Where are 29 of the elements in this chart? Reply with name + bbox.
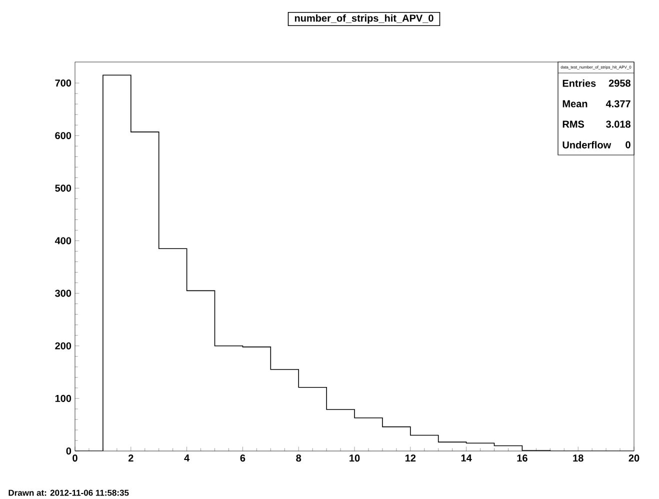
x-tick-label: 2 — [128, 454, 134, 462]
y-tick-label: 500 — [55, 184, 72, 192]
y-tick-label: 600 — [55, 132, 72, 140]
annotation: Underflow — [562, 141, 612, 148]
x-tick-label: 20 — [628, 454, 640, 462]
y-tick-label: 0 — [66, 447, 72, 455]
y-tick-label: 200 — [55, 342, 72, 350]
text: Drawn at: 2012-11-06 11:58:35 — [8, 490, 129, 496]
annotation: 0 — [626, 141, 630, 148]
x-tick-label: 6 — [240, 454, 246, 462]
annotation: 2958 — [608, 80, 630, 87]
x-tick-label: 16 — [517, 454, 528, 462]
annotation: Mean — [562, 100, 588, 108]
annotation: 3.018 — [606, 120, 630, 128]
x-tick-label: 18 — [573, 454, 584, 462]
annotation: Entries — [562, 80, 596, 87]
chart-title: number_of_strips_hit_APV_0 — [294, 14, 434, 24]
x-tick-label: 14 — [461, 454, 472, 462]
x-tick-label: 12 — [405, 454, 416, 462]
x-tick-label: 0 — [72, 454, 78, 462]
y-tick-label: 100 — [55, 394, 72, 402]
x-tick-label: 8 — [296, 454, 302, 462]
y-tick-label: 400 — [54, 237, 72, 244]
x-tick-label: 4 — [184, 454, 190, 462]
y-tick-label: 300 — [55, 290, 72, 297]
annotation: RMS — [562, 120, 584, 128]
y-tick-label: 700 — [55, 79, 72, 87]
x-tick-label: 10 — [350, 454, 360, 462]
annotation: 4.377 — [606, 100, 630, 108]
